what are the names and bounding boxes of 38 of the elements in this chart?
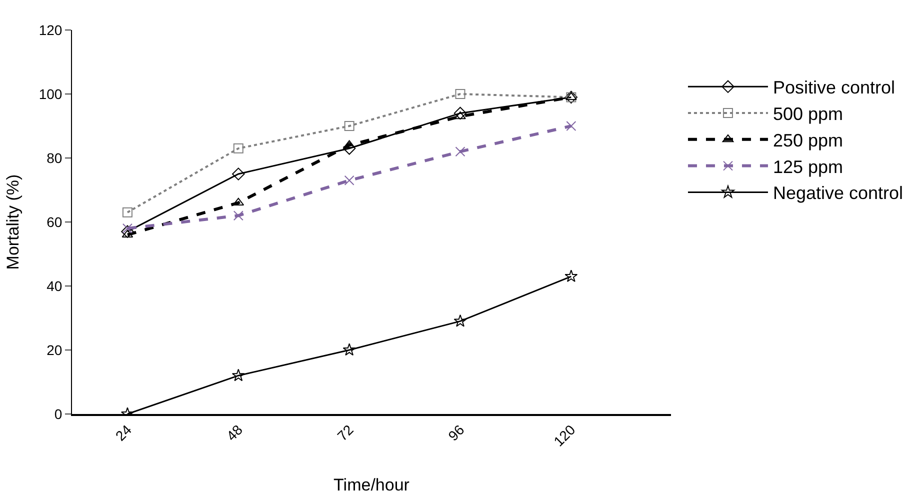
point [122,223,132,234]
point [344,121,354,131]
y-tick-label: 80 [46,150,62,166]
legend-label: Positive control [772,78,896,98]
point [454,314,467,327]
point [122,207,132,218]
point [121,225,134,238]
point [233,210,244,221]
point [342,343,356,356]
y-tick-label: 20 [46,342,62,358]
y-tick-label: 100 [38,86,62,102]
point [454,111,466,120]
point [564,270,578,282]
point [566,121,576,131]
x-tick-label: 24 [112,421,135,444]
point [122,230,134,238]
x-tick-label: 96 [444,421,468,444]
y-tick-label: 0 [54,406,62,422]
point [455,146,466,157]
y-tick-label: 120 [38,22,62,38]
y-tick-label: 60 [46,214,62,230]
x-tick-label: 120 [550,421,578,450]
x-tick-label: 48 [223,421,246,444]
y-tick-label: 40 [46,278,62,294]
point [344,175,354,186]
y-axis-title: Mortality (%) [3,174,22,270]
point [232,368,245,382]
legend-label: 125 ppm [772,156,844,177]
legend-label: 500 ppm [772,104,844,124]
x-axis-title: Time/hour [334,475,410,494]
point [342,142,356,155]
point [455,89,466,99]
x-tick-label: 72 [334,421,357,444]
legend-label: 250 ppm [772,130,844,150]
point [454,106,467,120]
legend-label: Negative control [772,183,904,204]
point [232,168,245,180]
point [233,143,244,154]
